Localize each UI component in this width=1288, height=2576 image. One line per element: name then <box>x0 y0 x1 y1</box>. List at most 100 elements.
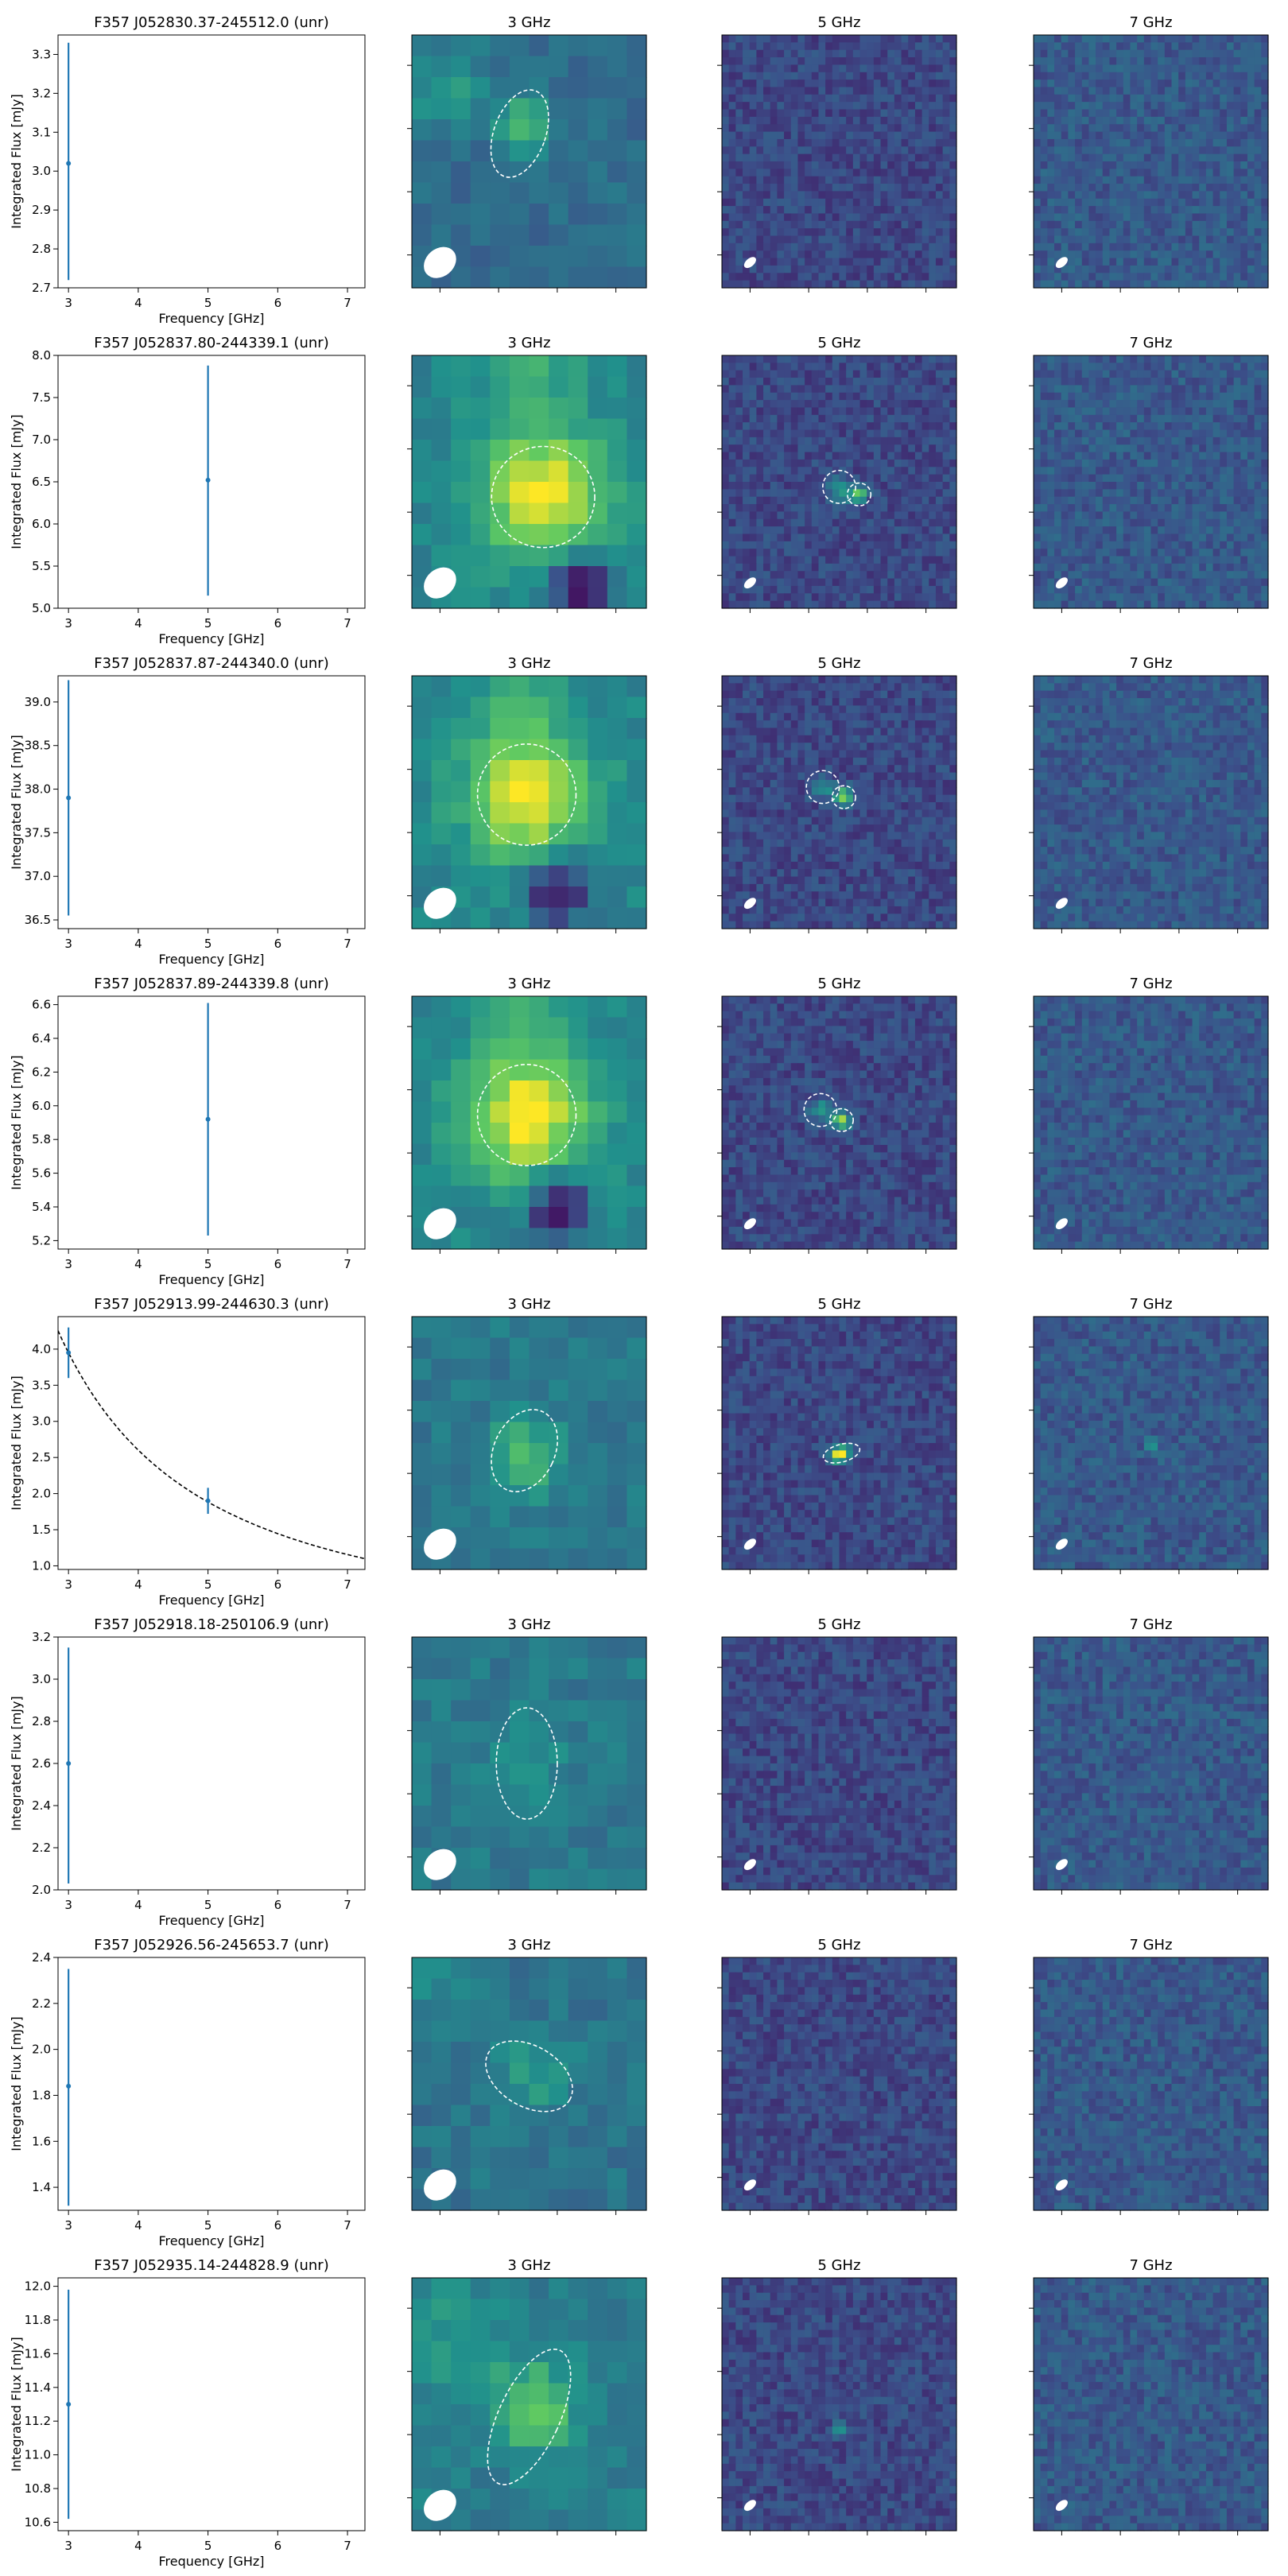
point-marker <box>66 1350 72 1356</box>
image-panel-7ghz: 7 GHz <box>1029 1616 1269 1895</box>
x-tick-label: 4 <box>134 296 142 310</box>
image-panel-3ghz: 3 GHz <box>407 2257 647 2535</box>
y-tick-label: 7.5 <box>32 390 51 405</box>
image-panel-7ghz: 7 GHz <box>1029 335 1269 613</box>
plot-frame <box>57 675 366 929</box>
x-tick-label: 7 <box>343 1577 351 1592</box>
panel-title: 7 GHz <box>1129 655 1172 672</box>
spectrum-plot: F357 J052837.89-244339.8 (unr) 3 4 5 6 7 5.2 5.… <box>9 976 366 1287</box>
x-tick-label: 5 <box>204 296 212 310</box>
y-tick-label: 3.3 <box>32 47 51 61</box>
panel-title: 5 GHz <box>817 655 860 672</box>
y-tick-label: 6.0 <box>32 1099 51 1113</box>
y-tick-label: 37.0 <box>25 869 51 883</box>
x-axis-label: Frequency [GHz] <box>158 631 264 646</box>
image-panel-7ghz: 7 GHz <box>1029 2257 1269 2535</box>
plot-frame <box>57 1957 366 2211</box>
spectrum-plot: F357 J052830.37-245512.0 (unr) 3 4 5 6 7 2.7 2.… <box>9 14 366 326</box>
x-axis-label: Frequency [GHz] <box>158 1913 264 1928</box>
y-tick-label: 2.4 <box>32 1798 51 1813</box>
data-point <box>66 2289 72 2520</box>
figure-row: F357 J052837.80-244339.1 (unr) 3 4 5 6 7 5.0 5.… <box>9 335 1269 646</box>
x-tick-label: 3 <box>64 1577 72 1592</box>
x-tick-label: 3 <box>64 2539 72 2553</box>
y-axis-label: Integrated Flux [mJy] <box>9 414 24 549</box>
y-tick-label: 1.6 <box>32 2134 51 2148</box>
source-ellipse <box>476 743 577 846</box>
beam-ellipse <box>743 1859 756 1871</box>
x-tick-label: 4 <box>134 1577 142 1592</box>
image-frame <box>721 1316 957 1570</box>
image-frame <box>411 995 647 1250</box>
source-ellipse <box>487 2348 572 2485</box>
spectrum-plot: F357 J052935.14-244828.9 (unr) 3 4 5 6 7 10.6 1… <box>9 2257 366 2569</box>
source-ellipse <box>491 445 596 549</box>
source-ellipse <box>485 2040 573 2112</box>
y-tick-label: 3.2 <box>32 86 51 100</box>
figure-row: F357 J052926.56-245653.7 (unr) 3 4 5 6 7 1.4 1.… <box>9 1937 1269 2248</box>
x-tick-label: 7 <box>343 2539 351 2553</box>
panel-title: 5 GHz <box>817 1296 860 1313</box>
x-tick-label: 3 <box>64 1898 72 1912</box>
image-frame <box>411 355 647 609</box>
panel-title: 5 GHz <box>817 1616 860 1633</box>
x-tick-label: 6 <box>274 1898 282 1912</box>
image-panel-5ghz: 5 GHz <box>717 1296 957 1574</box>
source-ellipse <box>822 469 856 504</box>
point-marker <box>66 1761 72 1766</box>
beam-ellipse <box>743 257 756 269</box>
panel-title: 7 GHz <box>1129 1937 1172 1953</box>
plot-frame <box>57 1316 366 1570</box>
x-axis-label: Frequency [GHz] <box>158 952 264 967</box>
source-ellipse <box>491 1409 558 1492</box>
image-frame <box>411 2277 647 2531</box>
beam-ellipse <box>1055 898 1068 910</box>
image-panel-3ghz: 3 GHz <box>407 335 647 613</box>
y-axis-label: Integrated Flux [mJy] <box>9 1375 24 1510</box>
fit-curve <box>58 1330 365 1560</box>
y-tick-label: 11.4 <box>25 2380 51 2395</box>
y-tick-label: 2.6 <box>32 1756 51 1771</box>
plot-title: F357 J052935.14-244828.9 (unr) <box>94 2257 328 2274</box>
data-point <box>205 1488 211 1515</box>
image-frame <box>721 2277 957 2531</box>
beam-ellipse <box>743 1538 756 1550</box>
spectrum-plot: F357 J052837.80-244339.1 (unr) 3 4 5 6 7 5.0 5.… <box>9 335 366 646</box>
image-frame <box>411 675 647 929</box>
image-panel-7ghz: 7 GHz <box>1029 14 1269 293</box>
spectrum-plot: F357 J052918.18-250106.9 (unr) 3 4 5 6 7 2.0 2.… <box>9 1616 366 1928</box>
panel-title: 7 GHz <box>1129 1296 1172 1313</box>
image-panel-7ghz: 7 GHz <box>1029 1296 1269 1574</box>
image-frame <box>1033 1636 1269 1891</box>
x-tick-label: 5 <box>204 1898 212 1912</box>
beam-ellipse <box>424 567 456 599</box>
beam-ellipse <box>424 1208 456 1240</box>
panel-title: 3 GHz <box>507 2257 550 2274</box>
x-axis-label: Frequency [GHz] <box>158 1272 264 1287</box>
x-tick-label: 3 <box>64 2218 72 2233</box>
y-tick-label: 3.1 <box>32 125 51 139</box>
image-panel-5ghz: 5 GHz <box>717 14 957 293</box>
x-tick-label: 4 <box>134 1257 142 1271</box>
panel-title: 3 GHz <box>507 335 550 351</box>
image-frame <box>721 1957 957 2211</box>
plot-title: F357 J052926.56-245653.7 (unr) <box>94 1937 328 1953</box>
x-tick-label: 3 <box>64 296 72 310</box>
beam-ellipse <box>1055 257 1068 269</box>
image-panel-5ghz: 5 GHz <box>717 2257 957 2535</box>
y-tick-label: 2.8 <box>32 1714 51 1728</box>
panel-title: 7 GHz <box>1129 2257 1172 2274</box>
image-frame <box>1033 1957 1269 2211</box>
y-axis-label: Integrated Flux [mJy] <box>9 1696 24 1830</box>
beam-ellipse <box>1055 1218 1068 1230</box>
y-tick-label: 1.8 <box>32 2088 51 2102</box>
point-marker <box>66 161 72 166</box>
point-marker <box>205 1116 211 1122</box>
y-tick-label: 38.0 <box>25 782 51 797</box>
y-axis-label: Integrated Flux [mJy] <box>9 2016 24 2151</box>
image-panel-7ghz: 7 GHz <box>1029 976 1269 1254</box>
y-tick-label: 3.2 <box>32 1630 51 1644</box>
panel-title: 3 GHz <box>507 1616 550 1633</box>
y-tick-label: 1.5 <box>32 1523 51 1537</box>
y-tick-label: 7.0 <box>32 433 51 447</box>
